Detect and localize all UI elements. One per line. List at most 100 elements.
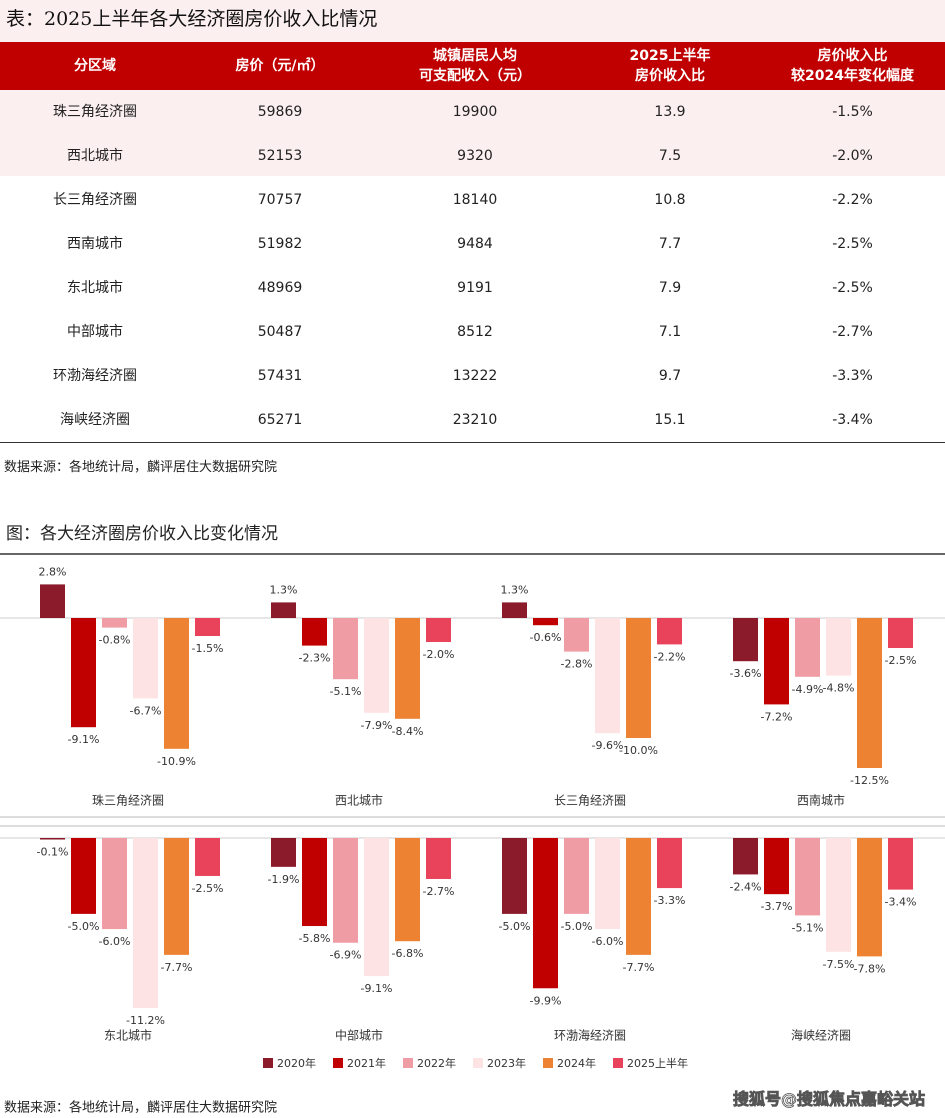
x-tick-label: 东北城市 <box>104 1028 152 1043</box>
legend-swatch <box>473 1058 483 1068</box>
cell: 西南城市 <box>67 236 123 252</box>
data-label: -2.7% <box>423 885 455 898</box>
cell: 9320 <box>457 148 493 164</box>
cell: 9191 <box>457 280 493 296</box>
table-title: 表：2025上半年各大经济圈房价收入比情况 <box>6 8 378 30</box>
x-tick-label: 珠三角经济圈 <box>92 793 164 808</box>
bar <box>302 618 327 646</box>
bar <box>271 838 296 867</box>
bar <box>826 838 851 952</box>
row-band <box>0 132 945 176</box>
header-line: 分区域 <box>74 58 116 74</box>
chart-title: 图：各大经济圈房价收入比变化情况 <box>6 524 278 544</box>
table-source: 数据来源：各地统计局，麟评居住大数据研究院 <box>4 460 278 475</box>
bar <box>40 838 65 840</box>
legend-label: 2025上半年 <box>627 1056 688 1070</box>
cell: -1.5% <box>832 104 873 120</box>
data-label: -3.4% <box>885 896 917 909</box>
data-label: -0.1% <box>37 846 69 859</box>
bar <box>364 838 389 977</box>
header-cell: 2025上半年 房价收入比 <box>580 42 760 90</box>
cell: 19900 <box>452 104 498 120</box>
bar <box>857 618 882 768</box>
cell: 18140 <box>452 192 498 208</box>
cell: 长三角经济圈 <box>53 192 137 208</box>
bar <box>502 838 527 914</box>
data-label: -1.5% <box>192 642 224 655</box>
bar <box>888 618 913 648</box>
legend-swatch <box>403 1058 413 1068</box>
bar <box>657 618 682 645</box>
bar <box>826 618 851 676</box>
bar <box>733 618 758 662</box>
bar <box>364 618 389 713</box>
bar <box>888 838 913 890</box>
x-tick-label: 中部城市 <box>335 1028 383 1043</box>
legend-label: 2024年 <box>557 1056 596 1070</box>
legend-label: 2020年 <box>277 1056 316 1070</box>
x-tick-label: 西北城市 <box>335 793 383 808</box>
data-label: -2.4% <box>730 880 762 893</box>
cell: 13.9 <box>654 104 686 120</box>
data-label: -4.8% <box>823 682 855 695</box>
bar <box>502 602 527 618</box>
cell: 52153 <box>257 148 303 164</box>
cell: 7.7 <box>658 236 682 252</box>
cell: 9484 <box>457 236 493 252</box>
cell: -3.3% <box>832 368 873 384</box>
bar <box>764 618 789 705</box>
row-band <box>0 0 945 44</box>
cell: 珠三角经济圈 <box>53 104 137 120</box>
data-label: -2.5% <box>192 882 224 895</box>
bar <box>102 618 127 628</box>
data-label: -0.8% <box>99 634 131 647</box>
cell: -2.5% <box>832 236 873 252</box>
data-label: -9.6% <box>592 739 624 752</box>
bar <box>333 618 358 680</box>
data-label: -7.5% <box>823 958 855 971</box>
data-label: -7.2% <box>761 710 793 723</box>
cell: 中部城市 <box>67 324 123 340</box>
cell: 57431 <box>257 368 303 384</box>
cell: 51982 <box>257 236 303 252</box>
bar <box>71 618 96 728</box>
data-label: -5.0% <box>68 920 100 933</box>
header-cell: 城镇居民人均 可支配收入（元） <box>370 42 580 90</box>
data-label: -5.1% <box>792 921 824 934</box>
legend-label: 2021年 <box>347 1056 386 1070</box>
bar <box>195 618 220 636</box>
bar <box>195 838 220 876</box>
data-label: -9.1% <box>68 733 100 746</box>
data-label: -3.3% <box>654 894 686 907</box>
data-label: -6.9% <box>330 949 362 962</box>
bar <box>795 618 820 677</box>
bar <box>533 838 558 989</box>
bar <box>426 618 451 642</box>
bar <box>40 584 65 618</box>
cell: -2.0% <box>832 148 873 164</box>
header-line: 较2024年变化幅度 <box>791 68 914 84</box>
bar <box>133 618 158 699</box>
cell: 9.7 <box>658 368 682 384</box>
bar <box>595 838 620 930</box>
data-label: -1.9% <box>268 873 300 886</box>
bar <box>533 618 558 626</box>
header-line: 城镇居民人均 <box>433 48 517 64</box>
cell: 7.5 <box>658 148 682 164</box>
data-label: -5.8% <box>299 932 331 945</box>
cell: 65271 <box>257 412 303 428</box>
header-cell: 房价（元/㎡） <box>190 42 370 90</box>
cell: 西北城市 <box>67 148 123 164</box>
bar <box>395 838 420 942</box>
cell: 59869 <box>257 104 303 120</box>
header-line: 房价收入比 <box>817 48 888 64</box>
bar <box>102 838 127 930</box>
data-label: -2.5% <box>885 654 917 667</box>
bar <box>395 618 420 719</box>
bar <box>857 838 882 957</box>
legend-swatch <box>333 1058 343 1068</box>
data-label: -2.0% <box>423 648 455 661</box>
bar <box>657 838 682 889</box>
